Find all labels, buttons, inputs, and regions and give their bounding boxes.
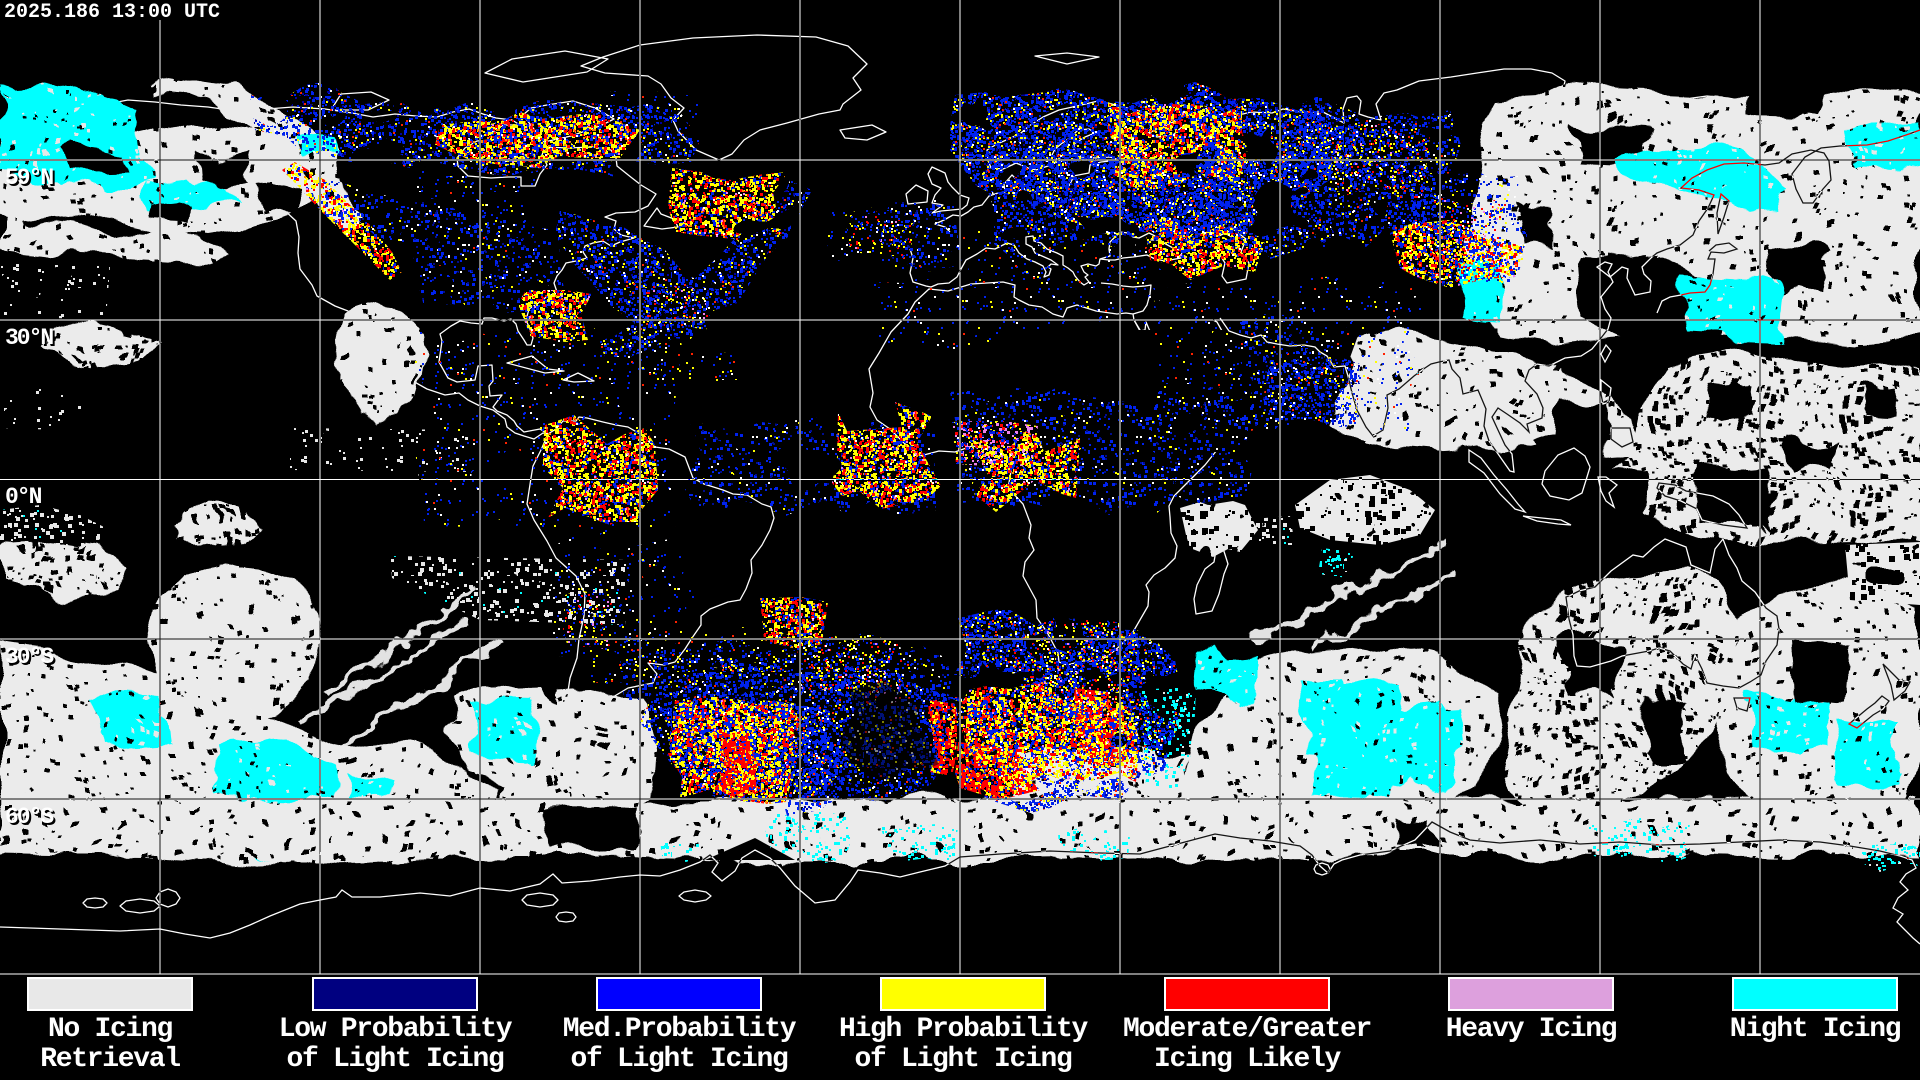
svg-text:of Light Icing: of Light Icing xyxy=(570,1044,788,1075)
svg-text:High Probability: High Probability xyxy=(839,1014,1089,1045)
svg-text:60°S: 60°S xyxy=(5,804,54,830)
svg-text:0°N: 0°N xyxy=(5,484,42,510)
svg-text:0°N: 0°N xyxy=(7,486,44,512)
svg-text:Night Icing: Night Icing xyxy=(1730,1014,1901,1045)
svg-text:of Light Icing: of Light Icing xyxy=(854,1044,1072,1075)
svg-text:Heavy Icing: Heavy Icing xyxy=(1446,1014,1617,1045)
svg-text:Icing Likely: Icing Likely xyxy=(1154,1044,1342,1075)
svg-text:Med.Probability: Med.Probability xyxy=(563,1014,797,1045)
svg-text:Retrieval: Retrieval xyxy=(40,1044,180,1075)
svg-text:30°N: 30°N xyxy=(5,325,53,351)
svg-text:30°S: 30°S xyxy=(7,646,56,672)
svg-text:59°N: 59°N xyxy=(7,167,55,193)
svg-text:2025.186 13:00 UTC: 2025.186 13:00 UTC xyxy=(4,1,220,24)
svg-text:Low Probability: Low Probability xyxy=(279,1014,513,1045)
svg-text:of Light Icing: of Light Icing xyxy=(286,1044,504,1075)
svg-text:Moderate/Greater: Moderate/Greater xyxy=(1123,1014,1371,1045)
svg-text:30°N: 30°N xyxy=(7,327,55,353)
svg-text:59°N: 59°N xyxy=(5,165,53,191)
svg-text:60°S: 60°S xyxy=(7,806,56,832)
svg-text:No Icing: No Icing xyxy=(48,1014,173,1045)
svg-text:30°S: 30°S xyxy=(5,644,54,670)
